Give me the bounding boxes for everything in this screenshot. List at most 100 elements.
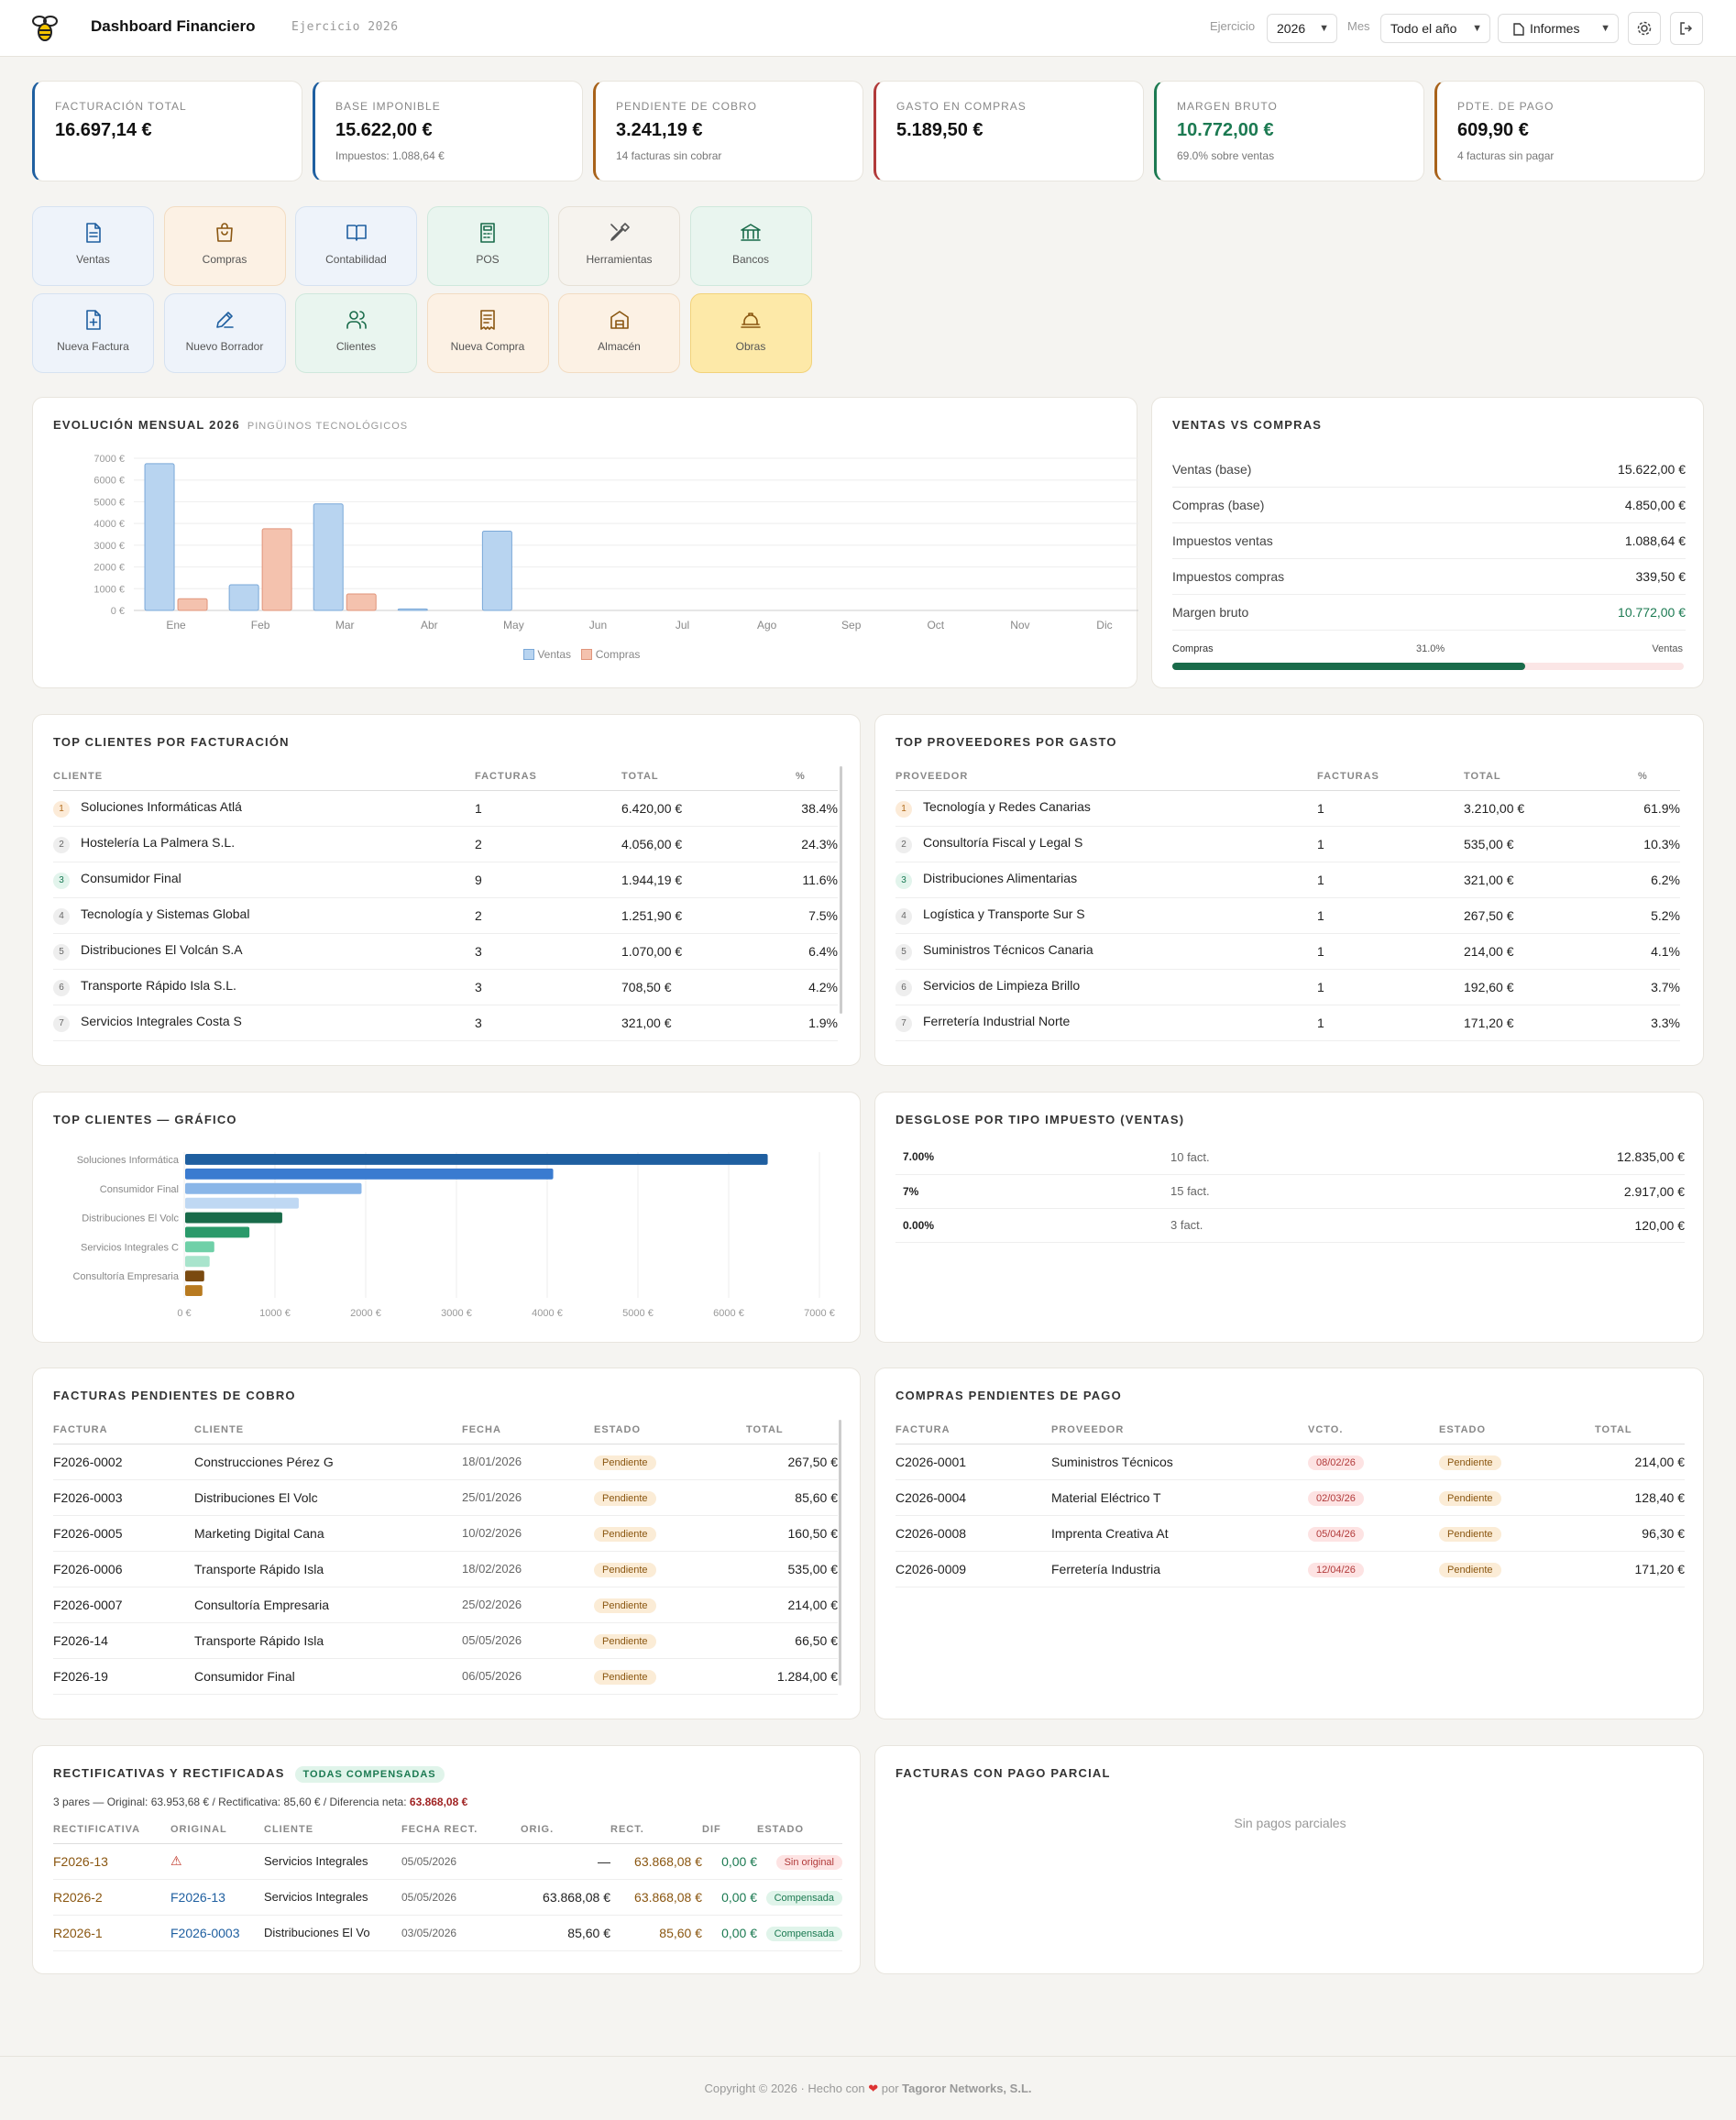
table-header-row: Proveedor Facturas Total% xyxy=(895,763,1680,791)
tile-nueva-factura[interactable]: Nueva Factura xyxy=(32,293,154,373)
tile-nuevo-borrador[interactable]: Nuevo Borrador xyxy=(163,293,286,373)
factura-link[interactable]: F2026-0005 xyxy=(53,1515,194,1552)
table-row[interactable]: 4 Logística y Transporte Sur S 1 267,50 €5.… xyxy=(895,897,1680,934)
cliente-cell: Servicios Integrales xyxy=(264,1879,401,1916)
table-row[interactable]: 2 Consultoría Fiscal y Legal S 1 535,00 €10… xyxy=(895,826,1680,862)
tile-herramientas[interactable]: Herramientas xyxy=(558,206,680,286)
vs-row-value: 339,50 € xyxy=(1635,569,1687,584)
tile-ventas[interactable]: Ventas xyxy=(32,206,154,286)
table-row[interactable]: 3 Consumidor Final 9 1.944,19 €11.6% xyxy=(53,862,838,898)
table-row[interactable]: 7 Ferretería Industrial Norte 1 171,20 €3.3… xyxy=(895,1005,1680,1041)
logout-button[interactable] xyxy=(1670,12,1703,45)
legend-swatch-compras xyxy=(581,649,593,660)
table-row[interactable]: F2026-19 Consumidor Final 06/05/2026 Pendie… xyxy=(53,1658,838,1695)
table-row[interactable]: R2026-2 F2026-13 Servicios Integrales 05/05… xyxy=(53,1879,842,1916)
table-row[interactable]: 3 Distribuciones Alimentarias 1 321,00 €6.2… xyxy=(895,862,1680,898)
table-row[interactable]: 1 Soluciones Informáticas Atlá 1 6.420,00 €… xyxy=(53,790,838,827)
column-header: Rectificativa xyxy=(53,1816,170,1844)
facturas-cell: 1 xyxy=(1317,933,1464,970)
column-header: % xyxy=(796,763,838,791)
scrollbar[interactable] xyxy=(839,1420,841,1686)
factura-link[interactable]: F2026-0003 xyxy=(53,1479,194,1516)
vs-progress-fill xyxy=(1172,663,1526,670)
table-row[interactable]: F2026-0005 Marketing Digital Cana 10/02/20… xyxy=(53,1515,838,1552)
table-row[interactable]: R2026-1 F2026-0003 Distribuciones El Vo 03/… xyxy=(53,1915,842,1951)
table-row[interactable]: 7 Servicios Integrales Costa S 3 321,00 €1.… xyxy=(53,1005,838,1041)
original-link[interactable]: F2026-13 xyxy=(170,1879,264,1916)
fecha-cell: 10/02/2026 xyxy=(462,1515,594,1552)
table-row[interactable]: C2026-0008 Imprenta Creativa At 05/04/26 Pe… xyxy=(895,1515,1685,1552)
table-row[interactable]: 2 Hostelería La Palmera S.L. 2 4.056,00 €24… xyxy=(53,826,838,862)
estado-cell: Pendiente xyxy=(594,1622,746,1659)
table-row[interactable]: F2026-13 ⚠ Servicios Integrales 05/05/2026—… xyxy=(53,1843,842,1880)
estado-cell: Pendiente xyxy=(594,1551,746,1587)
kpi-card: Gasto en compras 5.189,50 € xyxy=(873,81,1144,181)
settings-button[interactable] xyxy=(1628,12,1661,45)
table-row[interactable]: C2026-0009 Ferretería Industria 12/04/26 Pe… xyxy=(895,1551,1685,1587)
table-row[interactable]: 6 Transporte Rápido Isla S.L. 3 708,50 €4.2… xyxy=(53,969,838,1005)
status-badge: Sin original xyxy=(775,1854,842,1870)
fact-cell: 3 fact. xyxy=(1170,1208,1409,1243)
factura-link[interactable]: C2026-0004 xyxy=(895,1479,1051,1516)
factura-link[interactable]: F2026-0006 xyxy=(53,1551,194,1587)
factura-link[interactable]: F2026-14 xyxy=(53,1622,194,1659)
rank-badge: 1 xyxy=(895,800,912,818)
tile-label: Contabilidad xyxy=(325,253,387,266)
table-row[interactable]: C2026-0001 Suministros Técnicos 08/02/26 Pe… xyxy=(895,1444,1685,1480)
table-row[interactable]: 5 Distribuciones El Volcán S.A 3 1.070,00 €… xyxy=(53,933,838,970)
table-row[interactable]: 1 Tecnología y Redes Canarias 1 3.210,00 €6… xyxy=(895,790,1680,827)
name-cell: 6 Transporte Rápido Isla S.L. xyxy=(53,969,475,1005)
vs-row-label: Ventas (base) xyxy=(1172,462,1252,477)
factura-link[interactable]: F2026-0007 xyxy=(53,1587,194,1623)
factura-link[interactable]: F2026-0002 xyxy=(53,1444,194,1480)
table-row[interactable]: 6 Servicios de Limpieza Brillo 1 192,60 €3.… xyxy=(895,969,1680,1005)
factura-link[interactable]: F2026-19 xyxy=(53,1658,194,1695)
kpi-sub: 69.0% sobre ventas xyxy=(1177,149,1275,162)
table-row[interactable]: F2026-0007 Consultoría Empresaria 25/02/20… xyxy=(53,1587,838,1623)
row-name: Servicios de Limpieza Brillo xyxy=(923,977,1081,993)
rectificativa-link[interactable]: R2026-1 xyxy=(53,1915,170,1951)
factura-link[interactable]: C2026-0001 xyxy=(895,1444,1051,1480)
rectificativa-link[interactable]: F2026-13 xyxy=(53,1843,170,1880)
ejercicio-select[interactable]: 2026 ▼ xyxy=(1267,14,1337,43)
scrollbar[interactable] xyxy=(840,766,842,1014)
total-cell: 66,50 € xyxy=(746,1622,838,1659)
factura-link[interactable]: C2026-0009 xyxy=(895,1551,1051,1587)
mes-select[interactable]: Todo el año ▼ xyxy=(1380,14,1490,43)
x-tick-label: Oct xyxy=(927,619,944,632)
table-row[interactable]: 4 Tecnología y Sistemas Global 2 1.251,90 €… xyxy=(53,897,838,934)
tile-obras[interactable]: Obras xyxy=(689,293,812,373)
table-row[interactable]: F2026-14 Transporte Rápido Isla 05/05/2026… xyxy=(53,1622,838,1659)
y-tick-label: 2000 € xyxy=(93,563,125,574)
tile-compras[interactable]: Compras xyxy=(163,206,286,286)
facturas-cell: 9 xyxy=(475,862,621,898)
tile-nueva-compra[interactable]: Nueva Compra xyxy=(426,293,549,373)
column-header: Dif xyxy=(702,1816,757,1844)
vs-row-value: 4.850,00 € xyxy=(1624,498,1686,512)
rectificativa-link[interactable]: R2026-2 xyxy=(53,1879,170,1916)
original-link[interactable]: F2026-0003 xyxy=(170,1915,264,1951)
hbar-3 xyxy=(185,1197,299,1209)
y-tick-label: 4000 € xyxy=(93,519,125,530)
due-date-badge: 12/04/26 xyxy=(1308,1562,1364,1577)
name-cell: 1 Soluciones Informáticas Atlá xyxy=(53,790,475,827)
tile-pos[interactable]: POS xyxy=(426,206,549,286)
tile-bancos[interactable]: Bancos xyxy=(689,206,812,286)
percent-cell: 4.2% xyxy=(796,969,838,1005)
table-row[interactable]: 5 Suministros Técnicos Canaria 1 214,00 €4.… xyxy=(895,933,1680,970)
tile-clientes[interactable]: Clientes xyxy=(295,293,417,373)
tile-contabilidad[interactable]: Contabilidad xyxy=(295,206,417,286)
percent-cell: 24.3% xyxy=(796,826,838,862)
table-row[interactable]: F2026-0002 Construcciones Pérez G 18/01/20… xyxy=(53,1444,838,1480)
factura-link[interactable]: C2026-0008 xyxy=(895,1515,1051,1552)
dif-cell: 0,00 € xyxy=(702,1843,757,1880)
column-header: Total xyxy=(746,1416,838,1444)
top-clientes-title: Top clientes por facturación xyxy=(53,735,290,749)
table-row[interactable]: F2026-0003 Distribuciones El Volc 25/01/20… xyxy=(53,1479,838,1516)
table-row[interactable]: F2026-0006 Transporte Rápido Isla 18/02/20… xyxy=(53,1551,838,1587)
table-row[interactable]: C2026-0004 Material Eléctrico T 02/03/26 Pe… xyxy=(895,1479,1685,1516)
tile-almacén[interactable]: Almacén xyxy=(558,293,680,373)
kpi-label: Pendiente de cobro xyxy=(616,100,758,113)
informes-button[interactable]: Informes ▼ xyxy=(1498,14,1619,43)
warehouse-icon xyxy=(610,311,629,329)
